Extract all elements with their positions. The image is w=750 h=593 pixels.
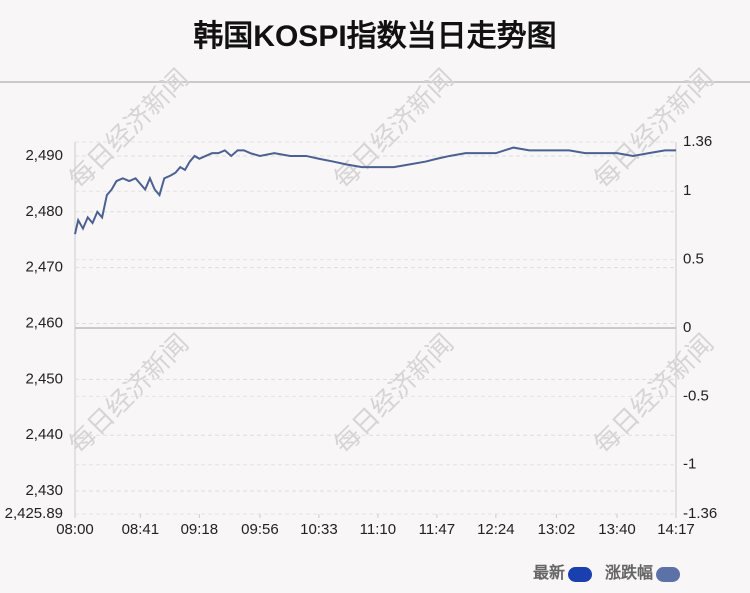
legend-swatch: [656, 567, 681, 582]
x-tick-label: 08:41: [122, 521, 160, 538]
x-tick-label: 08:00: [56, 521, 94, 538]
y2-tick-label: -1: [683, 456, 696, 473]
y2-tick-label: 1.36: [683, 133, 712, 150]
y-tick-label: 2,480: [25, 203, 63, 220]
y-tick-label: 2,430: [25, 482, 63, 499]
x-tick-label: 14:17: [657, 521, 695, 538]
y2-tick-label: 0: [683, 319, 691, 336]
x-tick-label: 09:56: [241, 521, 279, 538]
x-tick-label: 10:33: [300, 521, 338, 538]
legend-label: 涨跌幅: [605, 563, 653, 582]
price-line: [74, 146, 676, 235]
y2-tick-label: 1: [683, 182, 691, 199]
y-tick-label: 2,460: [25, 314, 63, 331]
y2-tick-label: -0.5: [683, 387, 709, 404]
x-tick-label: 11:47: [419, 521, 455, 538]
y-tick-label: 2,440: [25, 426, 63, 443]
y-tick-label: 2,470: [25, 259, 63, 276]
legend-label: 最新: [533, 563, 565, 582]
x-tick-label: 11:10: [360, 521, 396, 538]
x-tick-label: 13:02: [538, 521, 576, 538]
y-tick-label: 2,450: [25, 370, 63, 387]
x-tick-label: 13:40: [598, 521, 636, 538]
y2-tick-label: 0.5: [683, 251, 704, 268]
x-tick-label: 12:24: [477, 521, 515, 538]
chart-title: 韩国KOSPI指数当日走势图: [193, 20, 556, 53]
y-tick-label: 2,425.89: [5, 505, 63, 522]
legend-swatch: [568, 567, 593, 582]
y2-tick-label: -1.36: [683, 505, 717, 522]
x-tick-label: 09:18: [181, 521, 219, 538]
y-tick-label: 2,490: [25, 147, 63, 164]
